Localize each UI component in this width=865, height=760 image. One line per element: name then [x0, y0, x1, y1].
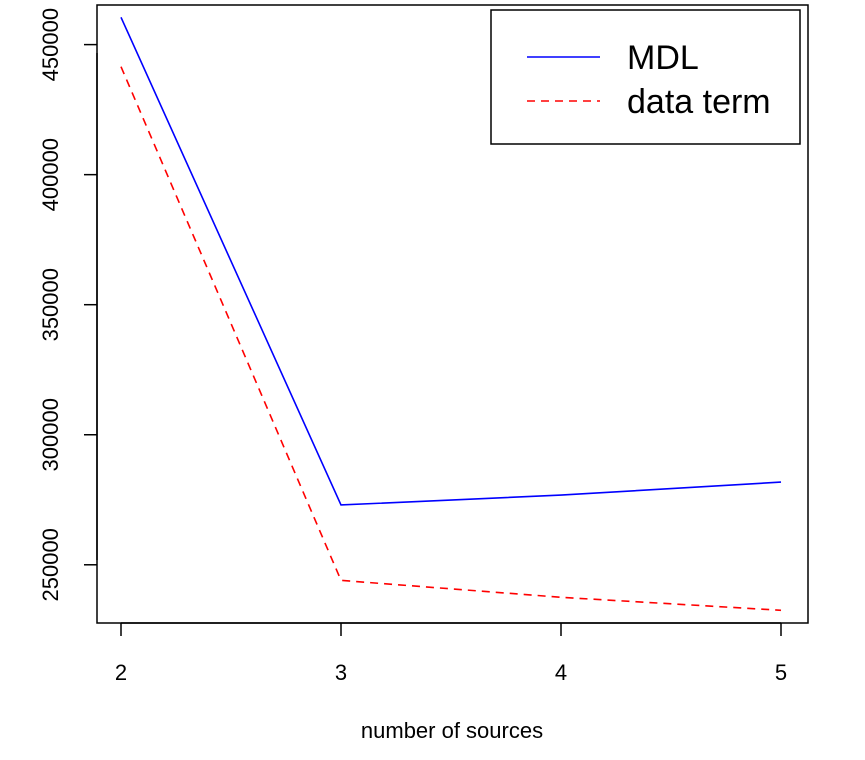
- x-axis: 2 3 4 5: [115, 623, 787, 685]
- legend-label: data term: [627, 83, 771, 121]
- y-tick-label: 400000: [38, 138, 63, 211]
- y-axis: 250000 300000 350000 400000 450000: [38, 8, 97, 602]
- x-tick-label: 2: [115, 660, 127, 685]
- y-tick-label: 250000: [38, 528, 63, 601]
- y-tick-label: 350000: [38, 268, 63, 341]
- series-line-data-term: [121, 67, 781, 611]
- x-axis-title: number of sources: [361, 718, 543, 743]
- legend-label: MDL: [627, 39, 699, 77]
- legend: MDL data term: [491, 10, 800, 144]
- x-tick-label: 5: [775, 660, 787, 685]
- y-tick-label: 450000: [38, 8, 63, 81]
- x-tick-label: 4: [555, 660, 567, 685]
- x-tick-label: 3: [335, 660, 347, 685]
- legend-box: [491, 10, 800, 144]
- y-tick-label: 300000: [38, 398, 63, 471]
